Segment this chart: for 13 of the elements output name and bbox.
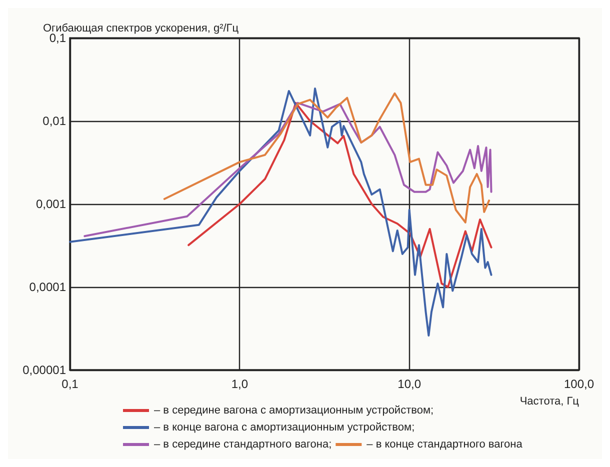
y-tick-label: 0,0001 (29, 280, 66, 294)
x-tick-label: 10,0 (398, 377, 422, 391)
x-tick-label: 0,1 (62, 377, 79, 391)
x-axis-title: Частота, Гц (520, 396, 580, 408)
legend-label: – в середине стандартного вагона; (154, 438, 332, 450)
legend-label: – в конце стандартного вагона (366, 438, 524, 450)
y-tick-label: 0,01 (42, 114, 66, 128)
y-tick-label: 0,00001 (22, 363, 66, 377)
y-tick-label: 0,001 (36, 197, 66, 211)
x-tick-label: 100,0 (564, 377, 594, 391)
legend-label: – в конце вагона с амортизационным устройством; (154, 422, 415, 434)
legend-label: – в середине вагона с амортизационным устройством; (154, 404, 434, 416)
x-tick-label: 1,0 (231, 377, 248, 391)
